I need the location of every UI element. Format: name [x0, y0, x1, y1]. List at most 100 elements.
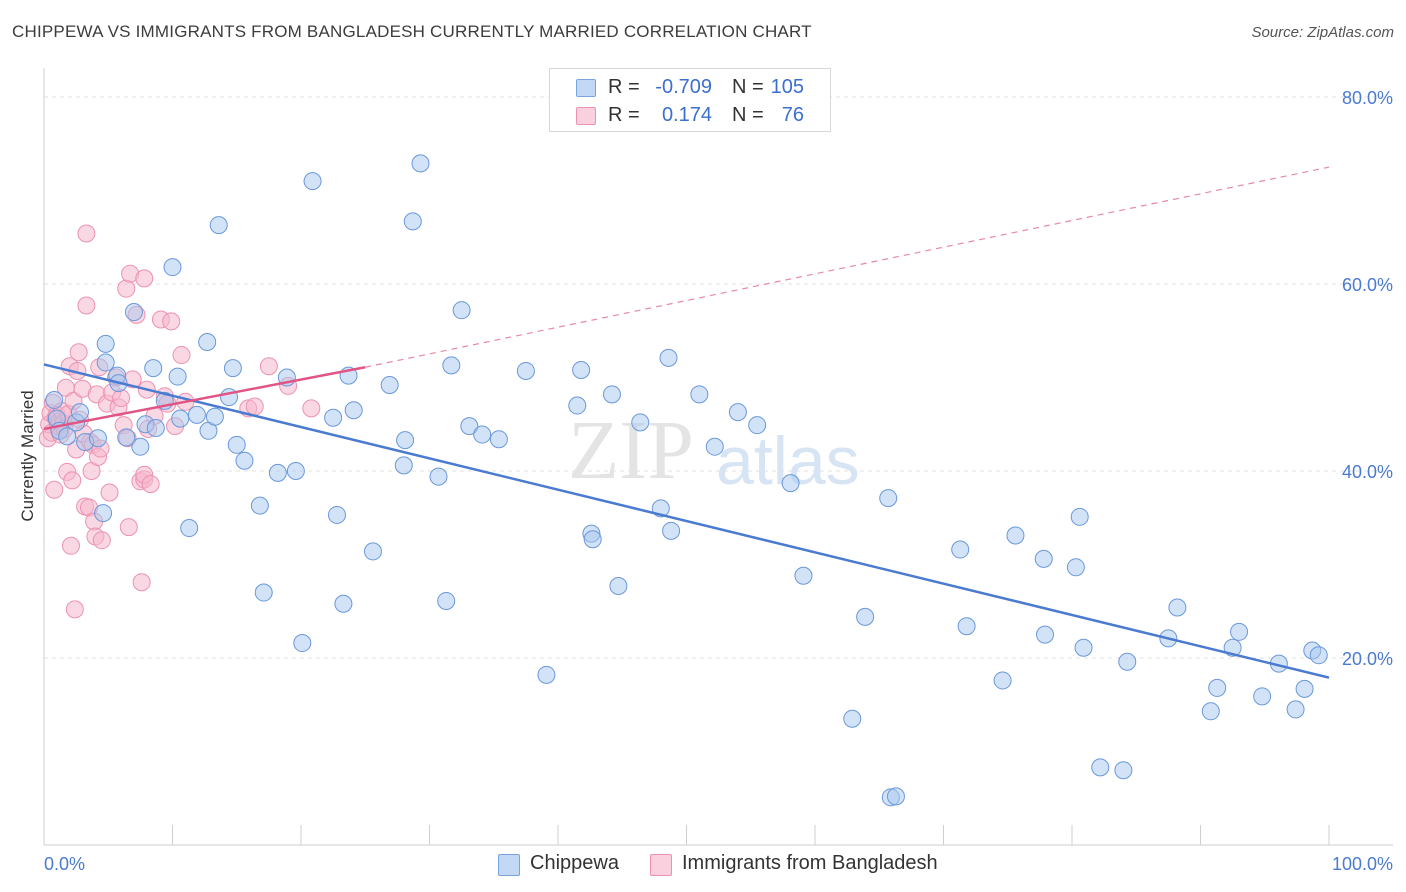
- bangladesh-point: [45, 480, 64, 499]
- bangladesh-point: [77, 224, 96, 243]
- chippewa-point: [180, 519, 199, 538]
- chippewa-point: [879, 489, 898, 508]
- chippewa-point: [572, 361, 591, 380]
- legend-r-value: -0.709: [655, 76, 712, 98]
- legend-row-bangladesh: R = 0.174 N = 76: [550, 101, 830, 129]
- chippewa-point: [1253, 687, 1272, 706]
- chippewa-point: [1070, 507, 1089, 526]
- chippewa-point: [198, 332, 217, 351]
- chippewa-point: [1118, 652, 1137, 671]
- bangladesh-point: [132, 573, 151, 592]
- x-tick-label: 100.0%: [1332, 854, 1393, 874]
- bangladesh-point: [117, 279, 136, 298]
- chippewa-point: [380, 375, 399, 394]
- bangladesh-point: [112, 389, 131, 408]
- chippewa-point: [429, 467, 448, 486]
- bangladesh-point: [100, 483, 119, 502]
- chippewa-point: [396, 431, 415, 450]
- chippewa-point: [171, 409, 190, 428]
- chippewa-point: [1091, 758, 1110, 777]
- chippewa-point: [187, 405, 206, 424]
- chippewa-point: [583, 530, 602, 549]
- x-tick-label: 0.0%: [44, 854, 85, 874]
- trend-lines: [43, 166, 1330, 679]
- bangladesh-point: [259, 357, 278, 376]
- chippewa-point: [1295, 679, 1314, 698]
- chippewa-point: [460, 417, 479, 436]
- source-label: Source: ZipAtlas.com: [1251, 24, 1394, 41]
- chippewa-point: [957, 617, 976, 636]
- chippewa-point: [163, 258, 182, 277]
- chippewa-point: [1036, 625, 1055, 644]
- chippewa-point: [168, 367, 187, 386]
- chippewa-point: [473, 425, 492, 444]
- bangladesh-point: [65, 600, 84, 619]
- legend-swatch-bangladesh: [576, 107, 596, 125]
- chippewa-point: [1168, 598, 1187, 617]
- chippewa-point: [951, 540, 970, 559]
- chippewa-point: [334, 594, 353, 613]
- bangladesh-point: [119, 518, 138, 537]
- chippewa-point: [45, 390, 64, 409]
- chippewa-point: [856, 607, 875, 626]
- chippewa-point: [394, 456, 413, 475]
- chippewa-point: [88, 429, 107, 448]
- chart-title: CHIPPEWA VS IMMIGRANTS FROM BANGLADESH C…: [12, 22, 812, 41]
- chippewa-point: [1230, 622, 1249, 641]
- chippewa-point: [58, 427, 77, 446]
- chippewa-point: [235, 451, 254, 470]
- chippewa-point: [659, 348, 678, 367]
- chippewa-point: [124, 303, 143, 322]
- bangladesh-point: [162, 312, 181, 331]
- chippewa-trend-line: [43, 363, 1330, 679]
- chippewa-point: [96, 334, 115, 353]
- chippewa-point: [205, 407, 224, 426]
- watermark-zip: ZIP: [568, 404, 694, 497]
- chippewa-point: [1114, 761, 1133, 780]
- chippewa-point: [568, 396, 587, 415]
- chippewa-point: [1066, 558, 1085, 577]
- chippewa-point: [452, 301, 471, 320]
- chippewa-point: [1286, 700, 1305, 719]
- bottom-legend-swatch-bangladesh: [650, 854, 672, 876]
- chippewa-point: [293, 634, 312, 653]
- chippewa-point: [324, 408, 343, 427]
- bangladesh-point: [63, 471, 82, 490]
- legend-n-label: N =: [732, 76, 764, 98]
- chippewa-point: [537, 665, 556, 684]
- grid-lines: [44, 96, 1393, 659]
- legend-row-chippewa: R = -0.709 N = 105: [550, 73, 830, 101]
- chippewa-point: [363, 542, 382, 561]
- chippewa-point: [1074, 638, 1093, 657]
- legend-r-label: R =: [608, 76, 640, 98]
- chippewa-point: [254, 583, 273, 602]
- tick-labels: 20.0% 40.0% 60.0% 80.0% 0.0% 100.0%: [44, 88, 1393, 874]
- chippewa-point: [602, 385, 621, 404]
- y-axis-label: Currently Married: [18, 390, 37, 521]
- axes: [43, 68, 1393, 846]
- chippewa-point: [442, 356, 461, 375]
- bangladesh-point: [77, 296, 96, 315]
- chippewa-point: [144, 359, 163, 378]
- bottom-legend-label: Chippewa: [530, 852, 619, 874]
- y-tick-label: 40.0%: [1342, 462, 1393, 482]
- chippewa-point: [403, 212, 422, 231]
- chippewa-point: [327, 505, 346, 524]
- legend-r-label: R =: [608, 104, 640, 126]
- chippewa-point: [268, 463, 287, 482]
- chippewa-point: [209, 216, 228, 235]
- chippewa-point: [794, 566, 813, 585]
- bangladesh-point: [61, 536, 80, 555]
- chippewa-point: [886, 787, 905, 806]
- y-tick-label: 80.0%: [1342, 88, 1393, 108]
- chippewa-point: [1034, 549, 1053, 568]
- chippewa-points: [45, 154, 1328, 807]
- bangladesh-trend-line: [43, 365, 366, 431]
- chippewa-point: [70, 403, 89, 422]
- chippewa-point: [728, 403, 747, 422]
- bangladesh-point: [92, 531, 111, 550]
- chippewa-point: [1006, 526, 1025, 545]
- chippewa-point: [1208, 678, 1227, 697]
- bangladesh-point: [172, 346, 191, 365]
